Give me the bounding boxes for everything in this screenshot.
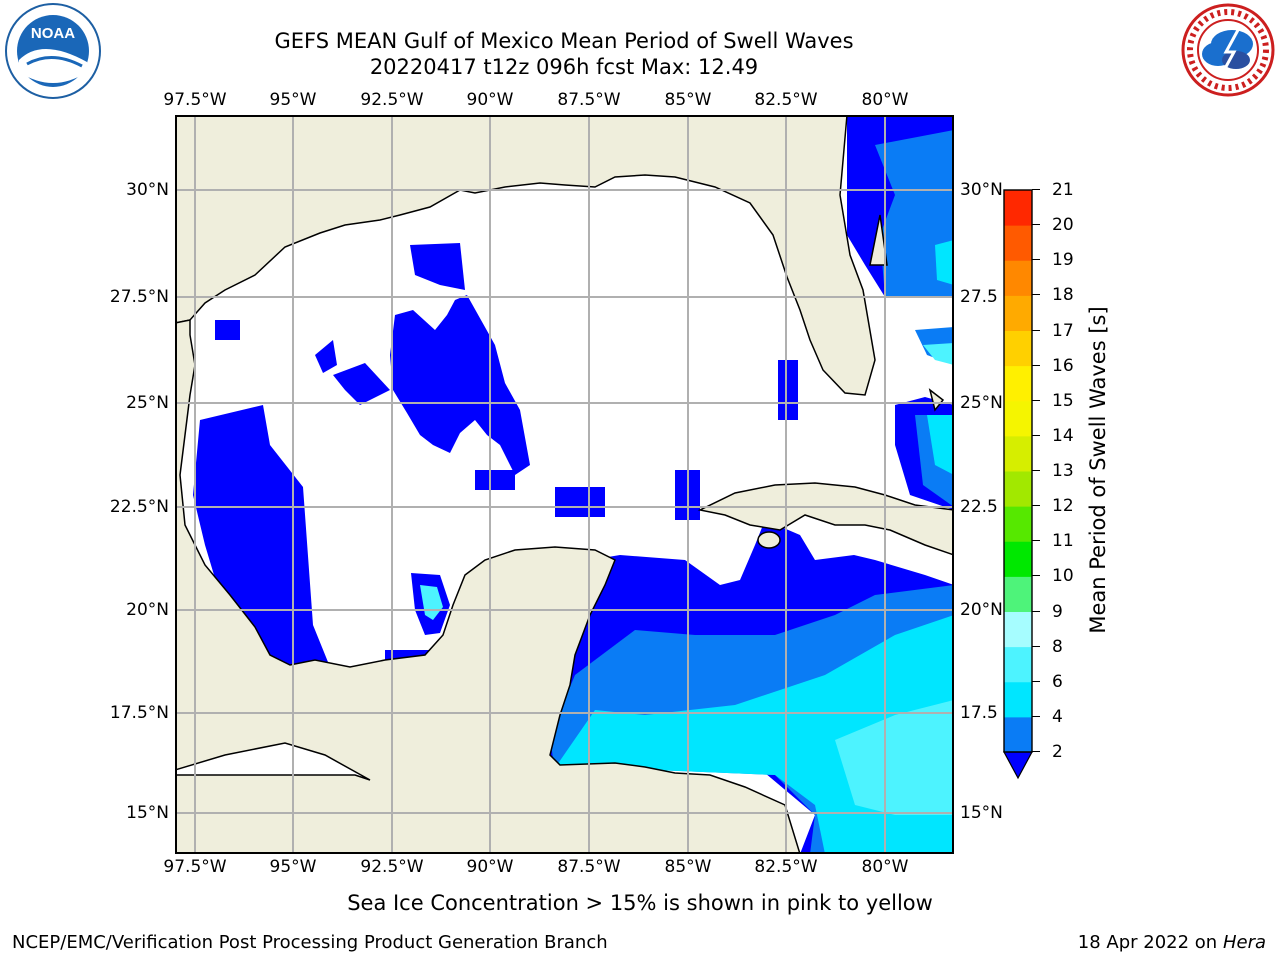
colorbar-segment [1004,225,1032,261]
colorbar-tick-mark [1032,540,1040,542]
lon-label-bottom: 87.5°W [557,857,621,877]
colorbar-segment [1004,295,1032,331]
colorbar-segment [1004,471,1032,507]
colorbar-tick-mark [1032,189,1040,190]
colorbar-tick-mark [1032,470,1040,471]
chart-title: GEFS MEAN Gulf of Mexico Mean Period of … [274,29,854,53]
lon-label-top: 90°W [466,90,514,110]
lon-label-top: 87.5°W [557,90,621,110]
colorbar-segment [1004,435,1032,472]
footer-date-text: 18 Apr 2022 on [1077,932,1223,953]
lat-label-left: 17.5°N [109,703,169,723]
colorbar-label: Mean Period of Swell Waves [s] [1086,306,1110,634]
lat-label-right: 20°N [960,600,1003,620]
colorbar-tick-mark [1032,751,1040,752]
lat-label-right: 30°N [960,180,1003,200]
colorbar-tick-label: 20 [1052,215,1074,236]
colorbar-segment [1004,190,1032,226]
lon-label-bottom: 82.5°W [754,857,818,877]
noaa-logo: NOAA [5,3,101,99]
colorbar-tick-label: 8 [1052,636,1063,657]
colorbar-tick-mark [1032,645,1040,647]
lat-label-right: 27.5 [960,287,998,307]
lat-label-right: 17.5 [960,703,998,723]
colorbar-segment [1004,646,1032,683]
lat-label-left: 15°N [126,803,169,823]
lon-label-bottom: 97.5°W [163,857,227,877]
lon-label-top: 92.5°W [360,90,424,110]
colorbar-tick-mark [1032,224,1040,226]
lon-label-top: 95°W [269,90,317,110]
colorbar-segment [1004,260,1032,296]
colorbar-tick-label: 6 [1052,671,1063,692]
colorbar-tick-mark [1032,610,1040,612]
noaa-logo-text: NOAA [31,25,75,42]
colorbar-segment [1004,400,1032,437]
lon-label-bottom: 95°W [269,857,317,877]
lon-label-bottom: 80°W [861,857,909,877]
lat-label-right: 15°N [960,803,1003,823]
colorbar-tick-label: 21 [1052,180,1074,200]
gulf-of-mexico-map [175,115,954,854]
colorbar-tick-label: 11 [1052,531,1074,552]
colorbar-tick-label: 16 [1052,355,1074,376]
colorbar-tick-label: 10 [1052,566,1074,587]
colorbar-tick-label: 14 [1052,425,1074,446]
lon-label-top: 82.5°W [754,90,818,110]
lat-label-left: 30°N [126,180,169,200]
colorbar-segment [1004,716,1032,753]
colorbar-tick-mark [1032,505,1040,507]
footer-date: 18 Apr 2022 on Hera [1078,932,1266,953]
colorbar-tick-mark [1032,294,1040,296]
lon-label-bottom: 85°W [664,857,712,877]
lon-label-top: 80°W [861,90,909,110]
lat-label-left: 25°N [126,393,169,413]
colorbar-tick-label: 4 [1052,706,1063,727]
lon-label-top: 85°W [664,90,712,110]
colorbar-tick-mark [1032,259,1040,261]
lat-label-left: 27.5°N [109,287,169,307]
nws-logo [1181,3,1275,97]
lon-label-bottom: 90°W [466,857,514,877]
sea-ice-note: Sea Ice Concentration > 15% is shown in … [347,891,933,915]
colorbar-segment [1004,365,1032,402]
colorbar-extend-arrow [1002,751,1034,780]
colorbar-segment [1004,611,1032,648]
colorbar-segment [1004,681,1032,718]
colorbar-tick-mark [1032,434,1040,436]
colorbar-tick-label: 15 [1052,390,1074,411]
lat-label-left: 22.5°N [109,497,169,517]
colorbar-tick-label: 12 [1052,496,1074,517]
colorbar-tick-label: 13 [1052,461,1074,481]
colorbar-tick-label: 18 [1052,285,1074,306]
colorbar-tick-mark [1032,575,1040,577]
colorbar-segment [1004,506,1032,542]
colorbar-tick-label: 19 [1052,250,1074,271]
colorbar [1002,189,1034,780]
colorbar-tick-mark [1032,329,1040,331]
footer-credit: NCEP/EMC/Verification Post Processing Pr… [12,932,608,953]
colorbar-tick-mark [1032,364,1040,366]
colorbar-tick-mark [1032,680,1040,682]
footer-machine: Hera [1222,932,1266,953]
colorbar-tick-label: 9 [1052,601,1063,622]
lat-label-left: 20°N [126,600,169,620]
chart-subtitle: 20220417 t12z 096h fcst Max: 12.49 [369,55,759,79]
lat-label-right: 25°N [960,393,1003,413]
map-frame [175,115,954,854]
colorbar-segment [1004,576,1032,612]
graticule [175,115,954,854]
land-masses [175,115,954,854]
colorbar-tick-mark [1032,399,1040,401]
colorbar-segment [1004,541,1032,577]
colorbar-tick-label: 17 [1052,320,1074,341]
lat-label-right: 22.5 [960,497,998,517]
lon-label-top: 97.5°W [163,90,227,110]
colorbar-segment [1004,330,1032,367]
colorbar-tick-mark [1032,715,1040,717]
colorbar-tick-label: 2 [1052,742,1063,762]
colorbar-outline [1003,189,1033,753]
lon-label-bottom: 92.5°W [360,857,424,877]
